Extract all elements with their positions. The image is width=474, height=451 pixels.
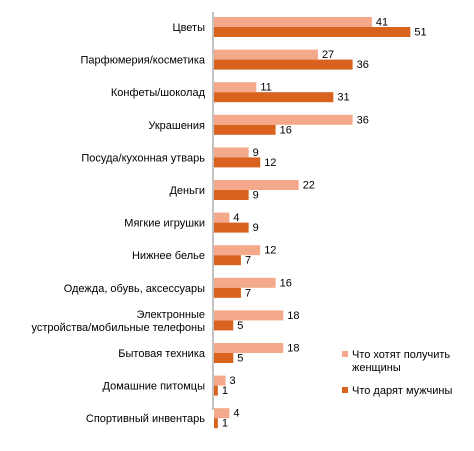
value-label: 31 bbox=[337, 92, 349, 104]
value-label: 41 bbox=[376, 17, 388, 29]
bar-women-want bbox=[214, 375, 226, 386]
bar-men-give bbox=[214, 320, 234, 331]
value-label: 4 bbox=[233, 212, 239, 224]
value-label: 5 bbox=[237, 320, 243, 332]
category-label: Домашние питомцы bbox=[103, 381, 206, 393]
value-label: 4 bbox=[233, 408, 239, 420]
bar-men-give bbox=[214, 157, 261, 168]
value-label: 12 bbox=[264, 157, 276, 169]
value-label: 1 bbox=[222, 385, 228, 397]
value-label: 22 bbox=[303, 180, 315, 192]
value-label: 7 bbox=[245, 287, 251, 299]
value-label: 18 bbox=[287, 310, 299, 322]
bar-men-give bbox=[214, 287, 241, 298]
legend-swatch-women bbox=[342, 351, 348, 357]
bar-men-give bbox=[214, 353, 234, 363]
bar-women-want bbox=[214, 310, 284, 321]
value-label: 36 bbox=[357, 59, 369, 71]
value-label: 9 bbox=[253, 190, 259, 202]
legend-label-women: Что хотят получить женщины bbox=[352, 349, 450, 374]
category-label: Электронные устройства/мобильные телефоны bbox=[31, 309, 205, 334]
bar-women-want bbox=[214, 82, 257, 93]
legend: Что хотят получить женщины Что дарят мужчи… bbox=[342, 349, 452, 397]
value-label: 7 bbox=[245, 255, 251, 267]
value-label: 27 bbox=[322, 49, 334, 61]
category-label: Одежда, обувь, аксессуары bbox=[64, 283, 205, 295]
bar-women-want bbox=[214, 17, 372, 27]
bar-men-give bbox=[214, 190, 249, 200]
bar-men-give bbox=[214, 27, 411, 37]
category-label: Бытовая техника bbox=[118, 348, 206, 360]
category-label: Цветы bbox=[172, 22, 205, 34]
bar-men-give bbox=[214, 59, 353, 70]
category-label: Конфеты/шоколад bbox=[111, 87, 206, 99]
category-label: Парфюмерия/косметика bbox=[81, 55, 206, 67]
legend-swatch-men bbox=[342, 387, 348, 393]
bar-women-want bbox=[214, 49, 318, 60]
category-label: Деньги bbox=[169, 185, 205, 197]
value-label: 5 bbox=[237, 353, 243, 365]
value-label: 1 bbox=[222, 418, 228, 430]
legend-label-men: Что дарят мужчины bbox=[352, 385, 452, 397]
category-label: Украшения bbox=[148, 120, 205, 132]
value-label: 3 bbox=[230, 375, 236, 387]
bar-men-give bbox=[214, 124, 276, 135]
value-label: 16 bbox=[280, 277, 292, 289]
category-label: Спортивный инвентарь bbox=[86, 413, 205, 425]
bar-men-give bbox=[214, 385, 218, 396]
value-label: 9 bbox=[253, 147, 259, 159]
value-label: 16 bbox=[280, 124, 292, 136]
bar-men-give bbox=[214, 255, 241, 266]
category-label: Нижнее белье bbox=[132, 250, 205, 262]
bars bbox=[214, 17, 411, 429]
category-label: Посуда/кухонная утварь bbox=[81, 152, 205, 164]
value-label: 11 bbox=[260, 82, 271, 94]
category-label: Мягкие игрушки bbox=[124, 218, 205, 230]
value-label: 12 bbox=[264, 245, 276, 257]
value-label: 36 bbox=[357, 114, 369, 126]
bar-men-give bbox=[214, 92, 334, 103]
bar-women-want bbox=[214, 180, 299, 190]
bar-women-want bbox=[214, 343, 284, 353]
bar-men-give bbox=[214, 222, 249, 233]
bar-women-want bbox=[214, 212, 230, 223]
value-label: 18 bbox=[287, 343, 299, 355]
bar-women-want bbox=[214, 408, 230, 419]
bar-women-want bbox=[214, 114, 353, 125]
bar-women-want bbox=[214, 245, 261, 256]
value-label: 9 bbox=[253, 222, 259, 234]
category-labels: Цветы Парфюмерия/косметика Конфеты/шоколад… bbox=[31, 22, 205, 425]
bar-men-give bbox=[214, 418, 218, 429]
bar-women-want bbox=[214, 147, 249, 158]
value-label: 51 bbox=[414, 27, 426, 39]
bar-women-want bbox=[214, 277, 276, 288]
